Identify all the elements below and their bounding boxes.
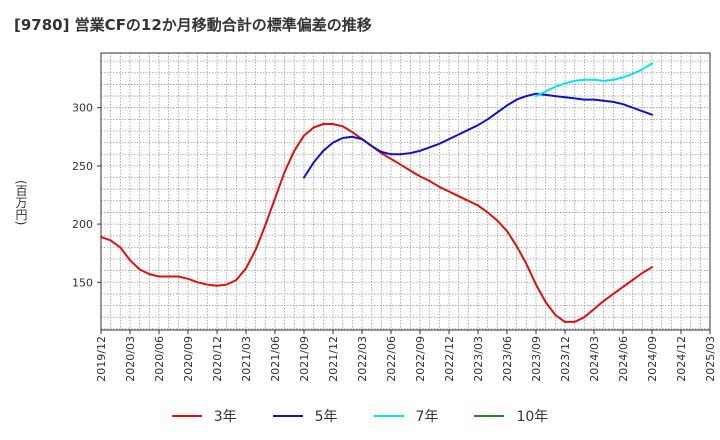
- x-tick-label: 2023/03: [472, 336, 485, 382]
- x-tick-label: 2024/09: [646, 336, 659, 382]
- legend-label: 3年: [213, 409, 237, 425]
- x-tick-label: 2022/12: [443, 336, 456, 382]
- series-line-5年: [303, 92, 653, 179]
- x-tick-label: 2024/12: [675, 336, 688, 382]
- y-tick-label: 200: [72, 218, 93, 231]
- y-tick-label: 300: [72, 102, 93, 115]
- legend-item: 7年: [373, 406, 439, 426]
- x-tick-label: 2021/03: [240, 336, 253, 382]
- x-tick-label: 2020/09: [182, 336, 195, 382]
- legend-swatch: [272, 415, 303, 417]
- legend-item: 10年: [474, 406, 548, 426]
- x-tick-label: 2024/06: [617, 336, 630, 382]
- legend-label: 7年: [415, 409, 439, 425]
- legend-label: 5年: [314, 409, 338, 425]
- x-tick-label: 2023/12: [559, 336, 572, 382]
- x-tick-label: 2023/09: [530, 336, 543, 382]
- x-tick-label: 2020/06: [153, 336, 166, 382]
- y-tick-label: 150: [72, 276, 93, 289]
- legend-item: 3年: [171, 406, 237, 426]
- plot-background: [101, 53, 710, 330]
- x-tick-label: 2024/03: [588, 336, 601, 382]
- legend-swatch: [171, 415, 202, 417]
- x-tick-label: 2021/12: [327, 336, 340, 382]
- x-tick-label: 2022/03: [356, 336, 369, 382]
- legend-swatch: [474, 415, 505, 417]
- plot-frame: [100, 52, 711, 331]
- chart-title: [9780] 営業CFの12か月移動合計の標準偏差の推移: [14, 16, 372, 34]
- x-tick-label: 2021/06: [269, 336, 282, 382]
- x-tick-label: 2019/12: [95, 336, 108, 382]
- y-tick-label: 250: [72, 160, 93, 173]
- legend-label: 10年: [516, 409, 549, 425]
- x-tick-label: 2022/06: [385, 336, 398, 382]
- legend: 3年 5年 7年 10年: [0, 404, 720, 428]
- series-line-7年: [535, 62, 653, 98]
- y-axis-label: (百万円): [14, 180, 28, 226]
- x-tick-label: 2020/12: [211, 336, 224, 382]
- x-tick-label: 2020/03: [124, 336, 137, 382]
- x-tick-label: 2023/06: [501, 336, 514, 382]
- legend-item: 5年: [272, 406, 338, 426]
- legend-swatch: [373, 415, 404, 417]
- x-tick-label: 2021/09: [298, 336, 311, 382]
- x-tick-label: 2025/03: [704, 336, 717, 382]
- x-tick-label: 2022/09: [414, 336, 427, 382]
